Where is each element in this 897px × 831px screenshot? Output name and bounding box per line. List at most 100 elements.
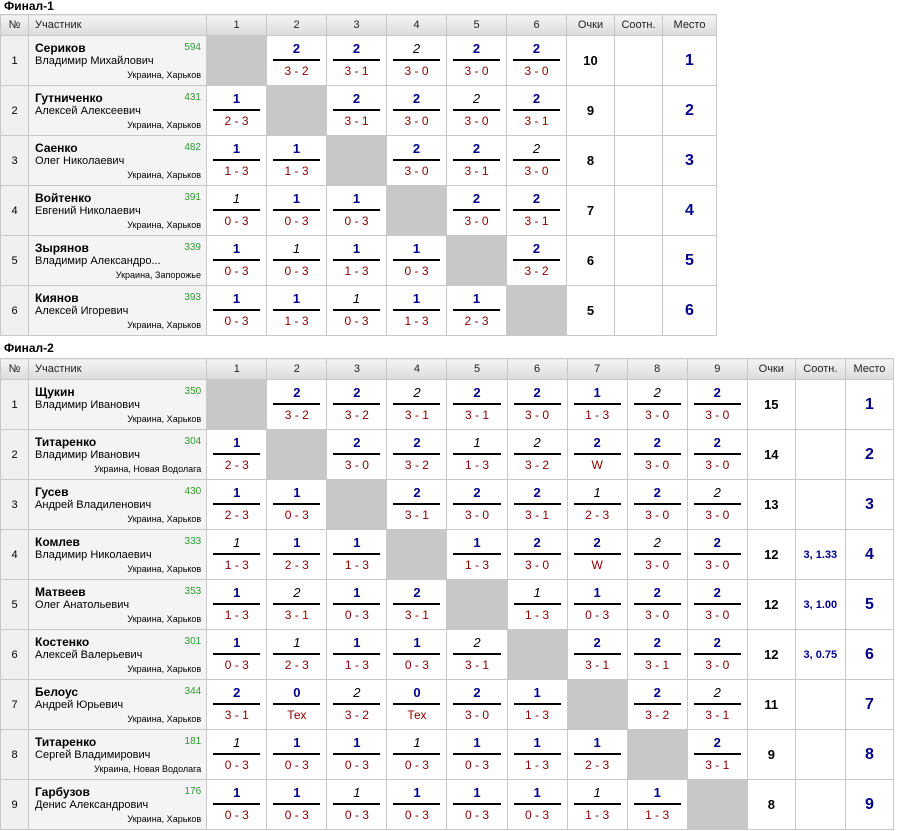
match-result-cell[interactable]: 2 3 - 1 [566,629,628,680]
match-result-cell[interactable]: 2 3 - 0 [686,429,748,480]
match-result-cell[interactable]: 1 0 - 3 [326,185,387,236]
match-result-cell[interactable]: 1 2 - 3 [566,729,628,780]
player-surname[interactable]: Саенко [35,141,78,155]
match-result-cell[interactable]: 1 0 - 3 [266,729,328,780]
match-result-cell[interactable]: 1 0 - 3 [206,629,268,680]
match-result-cell[interactable]: 1 0 - 3 [266,779,328,830]
match-result-cell[interactable]: 2 3 - 0 [506,529,568,580]
player-surname[interactable]: Войтенко [35,191,92,205]
player-surname[interactable]: Титаренко [35,435,97,449]
match-result-cell[interactable]: 2 3 - 1 [626,629,688,680]
match-result-cell[interactable]: 1 2 - 3 [566,479,628,530]
match-result-cell[interactable]: 1 2 - 3 [446,285,507,336]
match-result-cell[interactable]: 1 0 - 3 [386,235,447,286]
match-result-cell[interactable]: 1 1 - 3 [506,729,568,780]
match-result-cell[interactable]: 1 1 - 3 [206,579,268,630]
match-result-cell[interactable]: 2 3 - 0 [686,629,748,680]
match-result-cell[interactable]: 2 3 - 0 [446,35,507,86]
player-surname[interactable]: Гусев [35,485,69,499]
match-result-cell[interactable]: 1 0 - 3 [386,629,448,680]
match-result-cell[interactable]: 1 0 - 3 [506,779,568,830]
match-result-cell[interactable]: 0 Тех [386,679,448,730]
player-surname[interactable]: Белоус [35,685,79,699]
player-surname[interactable]: Щукин [35,385,75,399]
match-result-cell[interactable]: 2 3 - 0 [446,679,508,730]
match-result-cell[interactable]: 1 0 - 3 [446,729,508,780]
player-surname[interactable]: Зырянов [35,241,89,255]
match-result-cell[interactable]: 1 0 - 3 [386,779,448,830]
match-result-cell[interactable]: 1 1 - 3 [326,529,388,580]
match-result-cell[interactable]: 2 3 - 2 [506,235,567,286]
match-result-cell[interactable]: 2 3 - 1 [686,729,748,780]
match-result-cell[interactable]: 1 1 - 3 [326,235,387,286]
match-result-cell[interactable]: 2 3 - 0 [686,479,748,530]
match-result-cell[interactable]: 2 3 - 0 [626,379,688,430]
match-result-cell[interactable]: 1 0 - 3 [266,185,327,236]
match-result-cell[interactable]: 2 3 - 2 [386,429,448,480]
match-result-cell[interactable]: 1 0 - 3 [326,579,388,630]
match-result-cell[interactable]: 1 0 - 3 [326,779,388,830]
match-result-cell[interactable]: 2 3 - 2 [266,379,328,430]
match-result-cell[interactable]: 1 0 - 3 [206,185,267,236]
match-result-cell[interactable]: 1 0 - 3 [206,285,267,336]
match-result-cell[interactable]: 1 2 - 3 [206,429,268,480]
match-result-cell[interactable]: 2 3 - 2 [326,379,388,430]
match-result-cell[interactable]: 2 3 - 0 [386,35,447,86]
match-result-cell[interactable]: 1 1 - 3 [506,579,568,630]
match-result-cell[interactable]: 1 1 - 3 [566,379,628,430]
match-result-cell[interactable]: 2 3 - 0 [386,135,447,186]
player-surname[interactable]: Комлев [35,535,80,549]
match-result-cell[interactable]: 2 3 - 2 [506,429,568,480]
match-result-cell[interactable]: 2 3 - 1 [686,679,748,730]
match-result-cell[interactable]: 1 1 - 3 [266,285,327,336]
match-result-cell[interactable]: 1 2 - 3 [206,479,268,530]
match-result-cell[interactable]: 2 3 - 0 [686,379,748,430]
match-result-cell[interactable]: 2 3 - 2 [326,679,388,730]
player-surname[interactable]: Гутниченко [35,91,103,105]
match-result-cell[interactable]: 2 3 - 1 [506,185,567,236]
match-result-cell[interactable]: 2 3 - 0 [686,529,748,580]
match-result-cell[interactable]: 1 1 - 3 [386,285,447,336]
match-result-cell[interactable]: 1 1 - 3 [206,135,267,186]
match-result-cell[interactable]: 2 3 - 1 [326,85,387,136]
match-result-cell[interactable]: 1 1 - 3 [266,135,327,186]
match-result-cell[interactable]: 1 0 - 3 [446,779,508,830]
match-result-cell[interactable]: 2 3 - 0 [506,135,567,186]
match-result-cell[interactable]: 2 3 - 0 [326,429,388,480]
match-result-cell[interactable]: 2 3 - 1 [506,85,567,136]
match-result-cell[interactable]: 2 3 - 2 [266,35,327,86]
match-result-cell[interactable]: 2 3 - 1 [446,135,507,186]
match-result-cell[interactable]: 1 2 - 3 [206,85,267,136]
match-result-cell[interactable]: 2 3 - 0 [506,35,567,86]
match-result-cell[interactable]: 1 0 - 3 [206,779,268,830]
match-result-cell[interactable]: 2 3 - 1 [446,379,508,430]
match-result-cell[interactable]: 2 3 - 2 [626,679,688,730]
match-result-cell[interactable]: 1 0 - 3 [206,729,268,780]
match-result-cell[interactable]: 1 2 - 3 [266,629,328,680]
match-result-cell[interactable]: 2 3 - 1 [266,579,328,630]
match-result-cell[interactable]: 2 3 - 1 [386,479,448,530]
match-result-cell[interactable]: 2 3 - 1 [446,629,508,680]
match-result-cell[interactable]: 1 1 - 3 [206,529,268,580]
match-result-cell[interactable]: 2 3 - 0 [446,85,507,136]
match-result-cell[interactable]: 1 0 - 3 [326,285,387,336]
match-result-cell[interactable]: 2 3 - 0 [446,185,507,236]
match-result-cell[interactable]: 1 1 - 3 [326,629,388,680]
match-result-cell[interactable]: 2 3 - 1 [206,679,268,730]
match-result-cell[interactable]: 1 1 - 3 [566,779,628,830]
match-result-cell[interactable]: 2 3 - 0 [506,379,568,430]
match-result-cell[interactable]: 1 0 - 3 [266,235,327,286]
player-surname[interactable]: Титаренко [35,735,97,749]
match-result-cell[interactable]: 1 2 - 3 [266,529,328,580]
player-surname[interactable]: Матвеев [35,585,86,599]
match-result-cell[interactable]: 1 0 - 3 [206,235,267,286]
match-result-cell[interactable]: 2 3 - 0 [686,579,748,630]
match-result-cell[interactable]: 1 0 - 3 [386,729,448,780]
match-result-cell[interactable]: 1 1 - 3 [446,429,508,480]
match-result-cell[interactable]: 2 3 - 0 [626,429,688,480]
match-result-cell[interactable]: 2 3 - 0 [446,479,508,530]
match-result-cell[interactable]: 2 3 - 0 [626,529,688,580]
match-result-cell[interactable]: 1 0 - 3 [266,479,328,530]
